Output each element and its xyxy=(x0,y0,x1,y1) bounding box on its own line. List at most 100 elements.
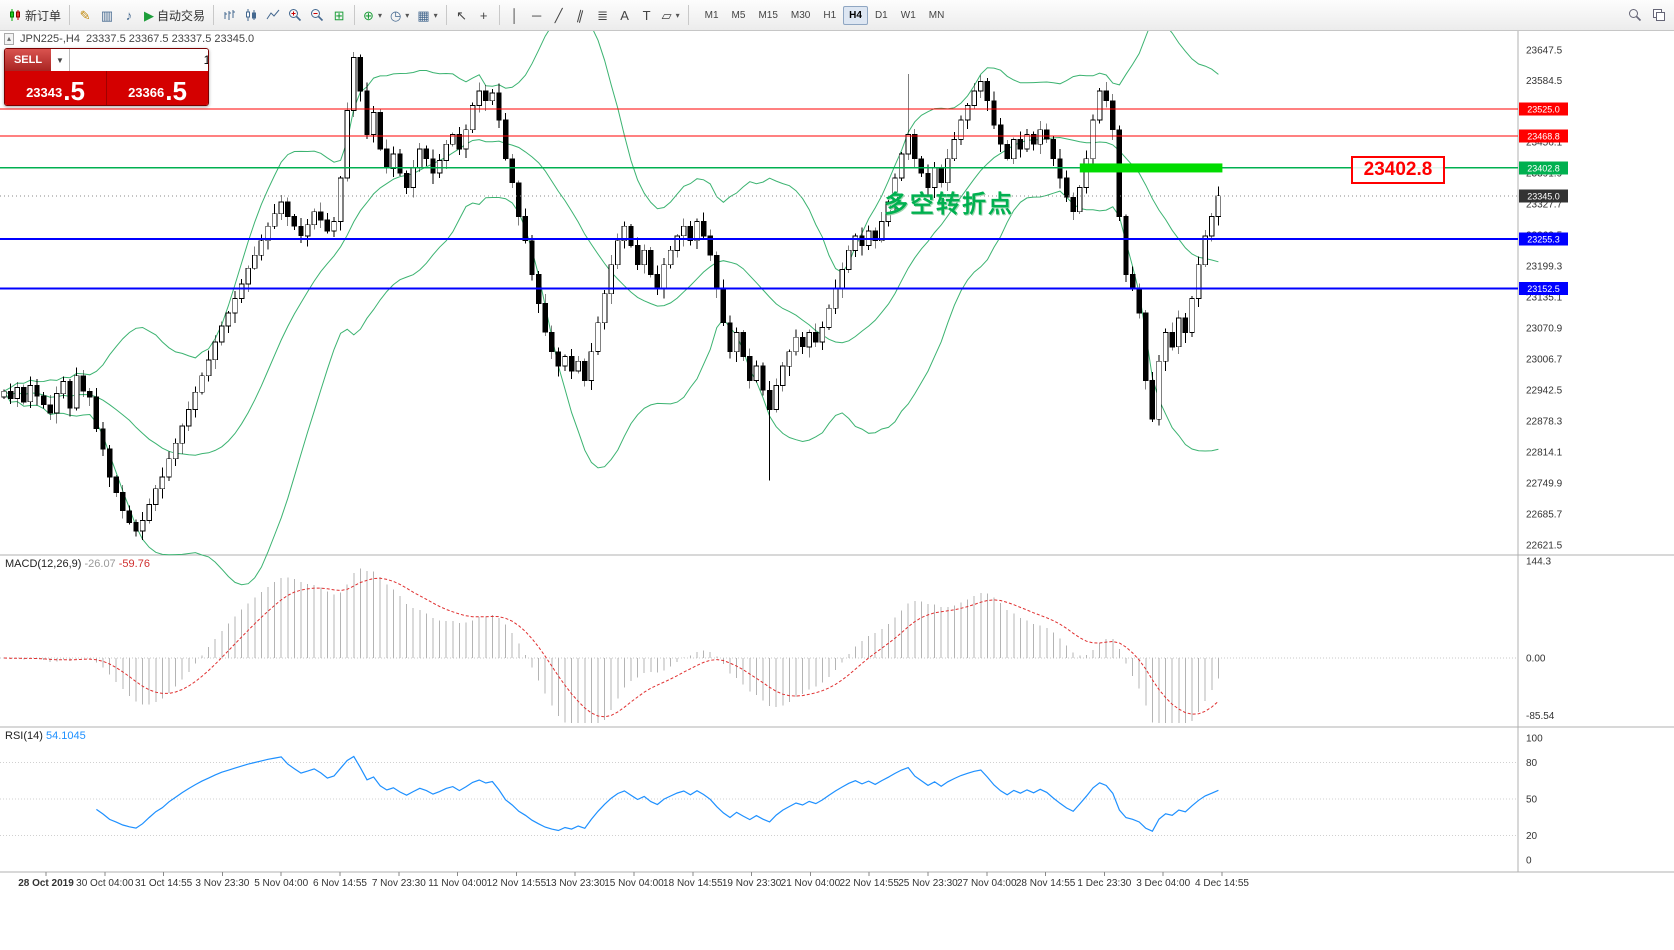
svg-text:1 Dec 23:30: 1 Dec 23:30 xyxy=(1077,878,1131,889)
indicators-button[interactable]: ⊕ ▾ xyxy=(359,3,386,27)
svg-text:80: 80 xyxy=(1526,758,1538,769)
sell-button[interactable]: SELL xyxy=(5,49,51,71)
new-order-button[interactable]: 新订单 xyxy=(4,3,65,27)
level-lines xyxy=(0,108,1518,290)
channel-icon: ∥ xyxy=(575,6,586,24)
search-button[interactable] xyxy=(1624,3,1646,27)
trendline-button[interactable]: ╱ xyxy=(548,3,570,27)
svg-text:-85.54: -85.54 xyxy=(1526,711,1555,722)
timeframe-button-H1[interactable]: H1 xyxy=(817,6,842,25)
sell-price-main: 23343 xyxy=(26,84,63,100)
crosshair-button[interactable]: + xyxy=(473,3,495,27)
text-icon: A xyxy=(620,7,629,23)
vertical-line-button[interactable]: │ xyxy=(504,3,526,27)
windows-button[interactable] xyxy=(1648,3,1670,27)
shapes-button[interactable]: ▱ ▾ xyxy=(658,3,684,27)
periods-button[interactable]: ◷ ▾ xyxy=(386,3,413,27)
collapse-icon[interactable]: ▴ xyxy=(4,33,15,45)
text-label-button[interactable]: T xyxy=(636,3,658,27)
toolbar-separator xyxy=(69,5,71,25)
toolbar-right-group xyxy=(1624,3,1670,27)
shapes-icon: ▱ xyxy=(661,7,672,23)
chevron-down-icon: ▾ xyxy=(405,10,410,20)
text-label-icon: T xyxy=(642,7,651,23)
svg-text:23199.3: 23199.3 xyxy=(1526,262,1563,273)
market-watch-icon: ▥ xyxy=(100,7,114,23)
svg-text:31 Oct 14:55: 31 Oct 14:55 xyxy=(135,878,193,889)
svg-text:100: 100 xyxy=(1526,734,1543,745)
one-click-trading-panel: SELL ▼ ▲ ▼ BUY 23343 .5 23366 .5 xyxy=(4,48,209,106)
toolbar-separator xyxy=(354,5,356,25)
buy-price[interactable]: 23366 .5 xyxy=(106,71,208,105)
zoom-out-icon xyxy=(311,9,324,22)
toolbar-separator xyxy=(213,5,215,25)
chevron-down-icon: ▾ xyxy=(433,10,438,20)
svg-text:12 Nov 14:55: 12 Nov 14:55 xyxy=(487,878,547,889)
chart-annotation: 多空转折点 xyxy=(884,191,1014,218)
timeframe-button-D1[interactable]: D1 xyxy=(869,6,894,25)
timeframe-button-H4[interactable]: H4 xyxy=(843,5,868,25)
zoom-in-button[interactable] xyxy=(284,3,306,27)
cursor-icon: ↖ xyxy=(456,7,468,23)
autotrading-label: 自动交易 xyxy=(157,8,206,23)
rsi-name: RSI(14) xyxy=(5,730,43,742)
macd-label: MACD(12,26,9) -26.07 -59.76 xyxy=(5,558,150,570)
horizontal-line-button[interactable]: ─ xyxy=(526,3,548,27)
fibonacci-icon: ≣ xyxy=(597,7,609,23)
cursor-button[interactable]: ↖ xyxy=(451,3,473,27)
candlestick-chart-button[interactable] xyxy=(240,3,262,27)
price-callout: 23402.8 xyxy=(1351,156,1445,184)
tile-windows-button[interactable]: ⊞ xyxy=(328,3,350,27)
candles-layer xyxy=(1,52,1222,540)
svg-text:19 Nov 23:30: 19 Nov 23:30 xyxy=(722,878,782,889)
sell-price[interactable]: 23343 .5 xyxy=(5,71,106,105)
horizontal-line-icon: ─ xyxy=(532,7,542,23)
svg-text:18 Nov 14:55: 18 Nov 14:55 xyxy=(663,878,723,889)
rsi-value: 54.1045 xyxy=(45,730,86,742)
templates-button[interactable]: ▦ ▾ xyxy=(413,3,441,27)
svg-text:23468.8: 23468.8 xyxy=(1527,132,1560,142)
bar-chart-button[interactable] xyxy=(218,3,240,27)
svg-text:15 Nov 04:00: 15 Nov 04:00 xyxy=(604,878,664,889)
channel-button[interactable]: ∥ xyxy=(570,3,592,27)
timeframe-button-MN[interactable]: MN xyxy=(923,6,951,25)
order-type-dropdown[interactable]: ▼ xyxy=(51,49,70,71)
timeframe-button-M1[interactable]: M1 xyxy=(699,6,725,25)
svg-text:23006.7: 23006.7 xyxy=(1526,355,1563,366)
chevron-down-icon: ▾ xyxy=(675,10,680,20)
svg-text:0: 0 xyxy=(1526,856,1532,867)
macd-value-main: -26.07 xyxy=(84,558,116,570)
svg-text:7 Nov 23:30: 7 Nov 23:30 xyxy=(372,878,426,889)
timeframe-button-M15[interactable]: M15 xyxy=(752,6,783,25)
svg-text:23327.7: 23327.7 xyxy=(1526,200,1563,211)
sound-icon: ♪ xyxy=(125,7,133,23)
timeframe-button-M30[interactable]: M30 xyxy=(785,6,816,25)
sound-button[interactable]: ♪ xyxy=(118,3,140,27)
svg-text:20: 20 xyxy=(1526,831,1538,842)
svg-text:144.3: 144.3 xyxy=(1526,557,1551,568)
fibonacci-button[interactable]: ≣ xyxy=(592,3,614,27)
zoom-in-icon xyxy=(289,9,302,22)
tile-windows-icon: ⊞ xyxy=(333,7,345,23)
metaeditor-button[interactable]: ✎ xyxy=(74,3,96,27)
timeframe-button-M5[interactable]: M5 xyxy=(726,6,752,25)
buy-price-main: 23366 xyxy=(128,84,165,100)
zoom-out-button[interactable] xyxy=(306,3,328,27)
market-watch-button[interactable]: ▥ xyxy=(96,3,118,27)
svg-text:3 Nov 23:30: 3 Nov 23:30 xyxy=(195,878,249,889)
svg-text:23135.1: 23135.1 xyxy=(1526,293,1563,304)
windows-icon xyxy=(1653,9,1665,21)
svg-text:5 Nov 04:00: 5 Nov 04:00 xyxy=(254,878,308,889)
svg-text:22814.1: 22814.1 xyxy=(1526,447,1563,458)
line-chart-button[interactable] xyxy=(262,3,284,27)
search-icon xyxy=(1629,9,1642,22)
timeframe-button-W1[interactable]: W1 xyxy=(895,6,922,25)
text-button[interactable]: A xyxy=(614,3,636,27)
toolbar-separator xyxy=(445,5,447,25)
volume-input[interactable] xyxy=(70,49,208,71)
line-chart-icon xyxy=(266,9,280,20)
svg-text:50: 50 xyxy=(1526,795,1538,806)
autotrading-button[interactable]: ▶ 自动交易 xyxy=(140,3,209,27)
